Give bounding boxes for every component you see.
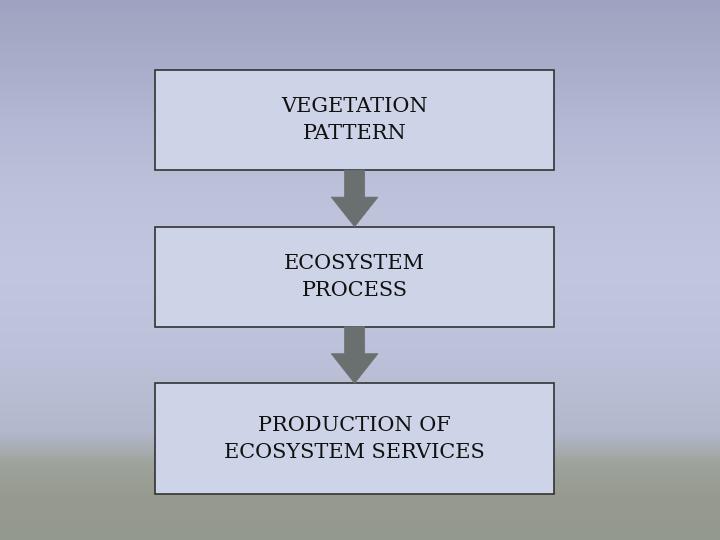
Polygon shape (331, 170, 378, 227)
Bar (155, 70, 554, 170)
Bar (155, 227, 554, 327)
Polygon shape (331, 327, 378, 383)
Bar (155, 383, 554, 494)
Text: VEGETATION
PATTERN: VEGETATION PATTERN (282, 97, 428, 143)
Text: ECOSYSTEM
PROCESS: ECOSYSTEM PROCESS (284, 254, 425, 300)
Text: PRODUCTION OF
ECOSYSTEM SERVICES: PRODUCTION OF ECOSYSTEM SERVICES (224, 416, 485, 462)
